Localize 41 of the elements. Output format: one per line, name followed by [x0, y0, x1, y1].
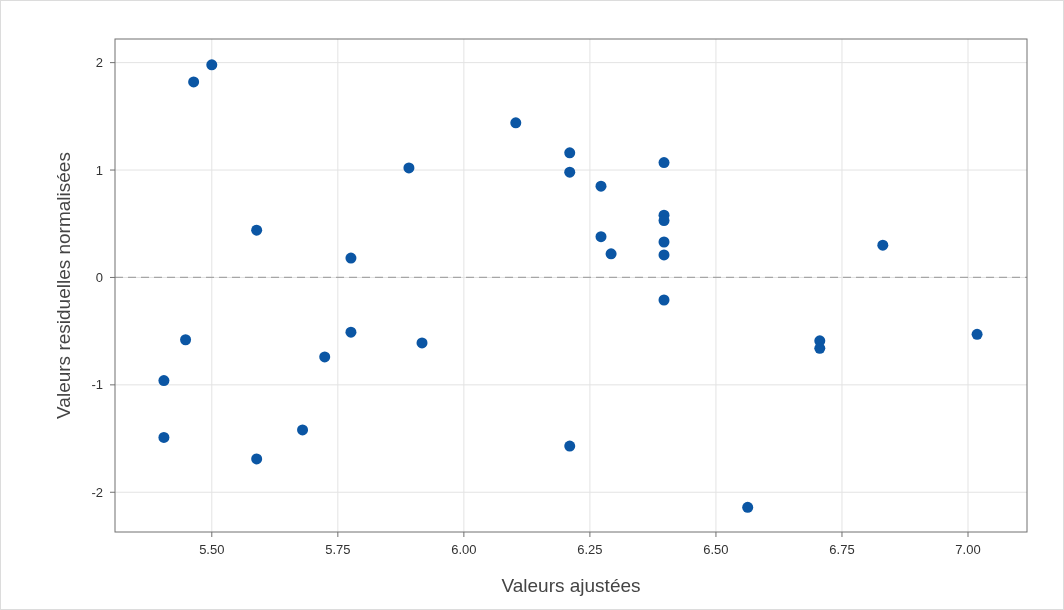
point — [658, 249, 670, 261]
x-tick-label: 6.00 — [451, 542, 477, 557]
point — [403, 162, 415, 174]
point — [564, 147, 576, 159]
y-axis-title: Valeurs residuelles normalisées — [53, 152, 74, 419]
y-tick-label: -1 — [91, 377, 103, 393]
point — [345, 326, 357, 338]
y-tick-label: 0 — [95, 269, 103, 285]
point — [416, 337, 428, 349]
point — [158, 431, 170, 443]
point — [564, 440, 576, 452]
point — [158, 375, 170, 387]
point — [658, 236, 670, 248]
x-tick-label: 5.75 — [325, 542, 351, 557]
point — [658, 294, 670, 306]
point — [658, 157, 670, 169]
point — [206, 59, 218, 71]
point — [180, 334, 192, 346]
point — [971, 328, 983, 340]
point — [510, 117, 522, 129]
point — [188, 76, 200, 88]
point — [345, 252, 357, 264]
point — [742, 501, 754, 513]
y-tick-label: -2 — [91, 484, 103, 500]
x-tick-label: 7.00 — [955, 542, 981, 557]
x-tick-label: 6.50 — [703, 542, 729, 557]
x-axis-title: Valeurs ajustées — [501, 575, 641, 596]
point — [595, 231, 607, 243]
point — [564, 166, 576, 178]
point — [297, 424, 309, 436]
point — [605, 248, 617, 260]
x-tick-label: 5.50 — [199, 542, 225, 557]
y-tick-label: 2 — [95, 55, 103, 71]
x-tick-label: 6.75 — [829, 542, 855, 557]
x-tick-label: 6.25 — [577, 542, 603, 557]
y-tick-label: 1 — [95, 162, 103, 178]
point — [877, 239, 889, 251]
point — [319, 351, 331, 363]
point — [251, 224, 263, 236]
point — [595, 180, 607, 192]
point — [251, 453, 263, 465]
